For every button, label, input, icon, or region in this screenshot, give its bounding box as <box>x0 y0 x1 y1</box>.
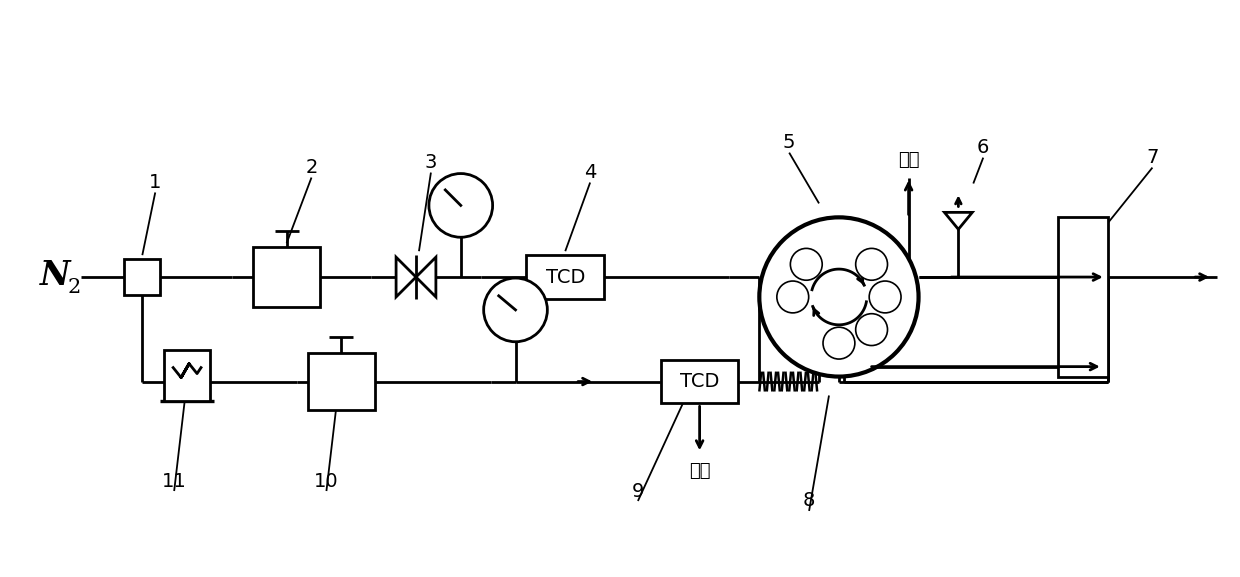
Polygon shape <box>415 257 436 297</box>
Text: 11: 11 <box>161 471 186 490</box>
Circle shape <box>856 248 888 280</box>
Text: 9: 9 <box>631 482 644 500</box>
Circle shape <box>429 174 492 237</box>
Text: 3: 3 <box>867 323 875 336</box>
Polygon shape <box>396 257 415 297</box>
Bar <box>308 353 376 410</box>
Text: 6: 6 <box>802 257 811 271</box>
Text: 5: 5 <box>782 133 795 152</box>
Circle shape <box>776 281 808 313</box>
Circle shape <box>869 281 901 313</box>
Text: 5: 5 <box>789 290 797 304</box>
Text: 4: 4 <box>584 163 596 182</box>
Text: 2: 2 <box>880 290 889 304</box>
Text: TCD: TCD <box>546 268 585 287</box>
Text: 6: 6 <box>977 138 990 157</box>
Circle shape <box>790 248 822 280</box>
Polygon shape <box>945 212 972 229</box>
Bar <box>527 255 604 299</box>
Text: 7: 7 <box>1146 148 1158 167</box>
Text: 3: 3 <box>425 153 438 172</box>
Circle shape <box>856 314 888 346</box>
Text: N: N <box>40 258 69 291</box>
Text: 1: 1 <box>149 173 161 192</box>
Bar <box>1058 218 1107 377</box>
Text: 8: 8 <box>802 492 815 511</box>
Text: TCD: TCD <box>680 372 719 391</box>
Text: 4: 4 <box>835 336 843 350</box>
Bar <box>164 350 210 402</box>
Bar <box>124 259 160 295</box>
Text: 排空: 排空 <box>689 462 711 480</box>
Circle shape <box>823 327 854 359</box>
Bar <box>661 359 739 403</box>
Text: 2: 2 <box>68 278 82 297</box>
Text: 10: 10 <box>314 471 339 490</box>
Circle shape <box>484 278 547 342</box>
Text: 2: 2 <box>305 158 317 177</box>
Text: 1: 1 <box>867 257 875 271</box>
Text: 排空: 排空 <box>898 151 919 168</box>
Bar <box>253 247 320 307</box>
Circle shape <box>759 218 919 377</box>
